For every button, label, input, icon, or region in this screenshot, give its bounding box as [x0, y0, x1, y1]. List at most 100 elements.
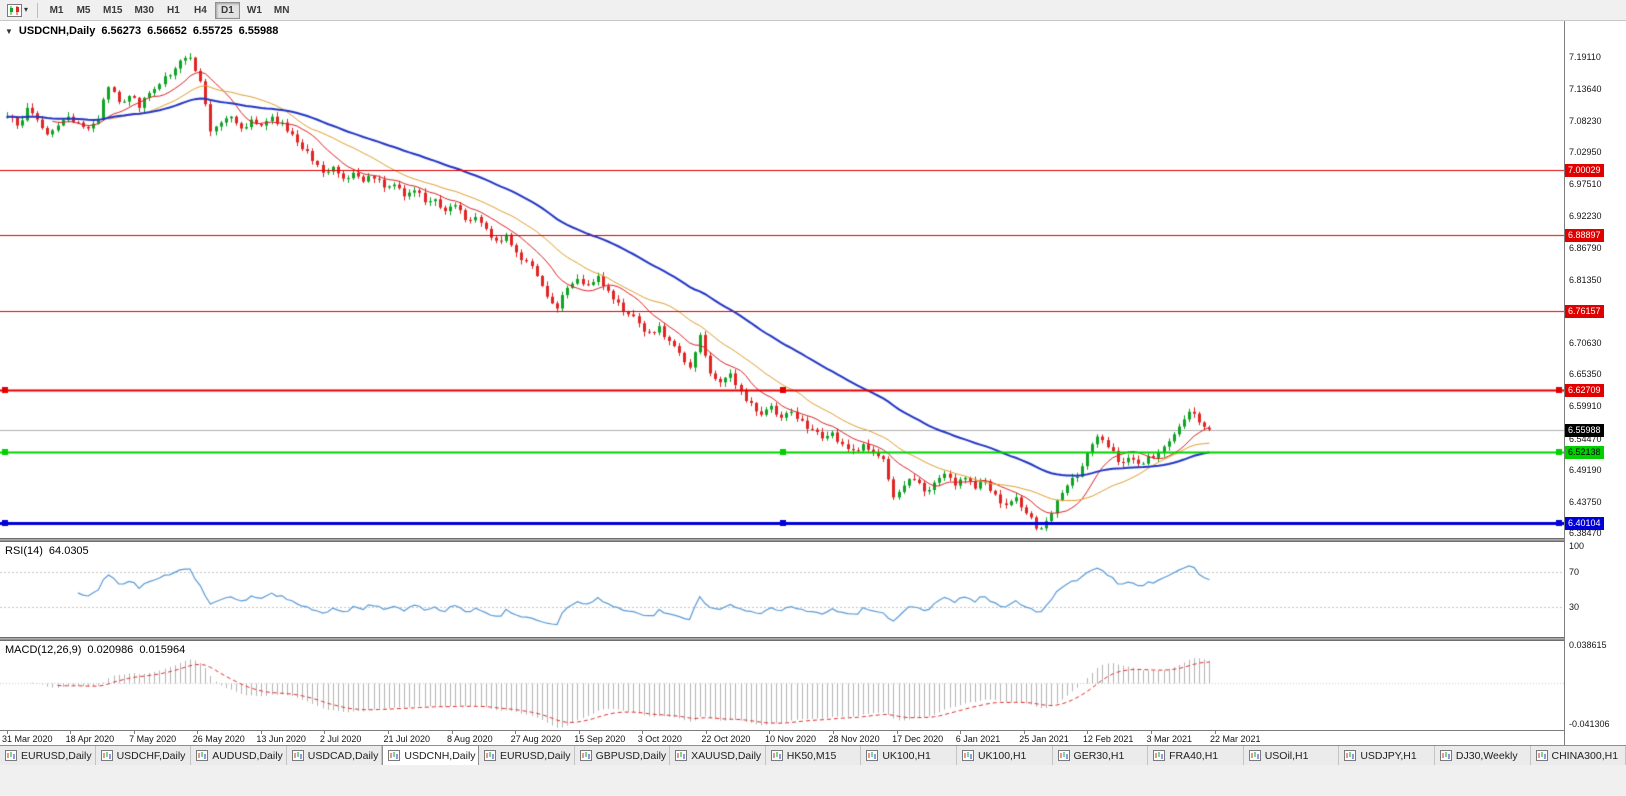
time-axis[interactable]: 31 Mar 2020 18 Apr 2020 7 May 2020 26 May 2… [0, 730, 1564, 745]
macd-tick: -0.041306 [1569, 719, 1610, 729]
rsi-tick: 100 [1569, 541, 1585, 551]
timeframe-button-m1[interactable]: M1 [44, 2, 69, 19]
chart-icon [1153, 750, 1166, 761]
tab-eurusd-daily[interactable]: EURUSD,Daily [0, 746, 96, 765]
macd-indicator-canvas[interactable] [0, 641, 1564, 730]
price-level-label: 6.62709 [1565, 383, 1604, 397]
time-tick [1023, 731, 1025, 734]
tab-china300-h1[interactable]: CHINA300,H1 [1530, 746, 1626, 765]
tab-label: FRA40,H1 [1169, 749, 1219, 762]
time-tick [197, 731, 199, 734]
price-tick: 7.08230 [1569, 116, 1602, 127]
timeframe-button-mn[interactable]: MN [269, 2, 295, 19]
timeframe-button-h4[interactable]: H4 [188, 2, 213, 19]
panel-separator-macd[interactable] [0, 637, 1626, 641]
bottom-strip [0, 765, 1626, 796]
time-label: 15 Sep 2020 [574, 734, 626, 744]
time-tick [833, 731, 835, 734]
timeframe-button-m5[interactable]: M5 [71, 2, 96, 19]
timeframe-button-h1[interactable]: H1 [161, 2, 186, 19]
time-label: 12 Feb 2021 [1082, 734, 1134, 744]
tab-usdcnh-daily[interactable]: USDCNH,Daily [382, 746, 479, 765]
tab-uk100-h1[interactable]: UK100,H1 [861, 746, 957, 765]
toolbar: ▾ M1 M5 M15 M30 H1 H4 D1 W1 MN [0, 0, 1626, 21]
tab-label: DJ30,Weekly [1455, 749, 1518, 762]
time-tick [769, 731, 771, 734]
tab-usdjpy-h1[interactable]: USDJPY,H1 [1339, 746, 1435, 765]
chart-icon [196, 750, 209, 761]
price-tick: 6.49190 [1569, 464, 1602, 475]
tab-fra40-h1[interactable]: FRA40,H1 [1148, 746, 1244, 765]
tab-ger30-h1[interactable]: GER30,H1 [1052, 746, 1149, 765]
price-axis[interactable]: 7.19110 7.13640 7.08230 7.02950 6.97510 6.922… [1564, 21, 1626, 745]
time-label: 13 Jun 2020 [256, 734, 306, 744]
chart-icon [5, 750, 17, 761]
tab-usoil-h1[interactable]: USOil,H1 [1243, 746, 1340, 765]
chart-workspace: ▼ USDCNH,Daily 6.56273 6.56652 6.55725 6… [0, 21, 1626, 745]
tab-xauusd-daily[interactable]: XAUUSD,Daily [670, 746, 766, 765]
price-level-label: 6.52138 [1565, 446, 1604, 460]
timeframe-button-m15[interactable]: M15 [98, 2, 127, 19]
chart-icon [291, 750, 304, 761]
time-label: 31 Mar 2020 [2, 734, 53, 744]
time-label: 25 Jan 2021 [1019, 734, 1069, 744]
chart-icon [579, 750, 592, 761]
tab-label: XAUUSD,Daily [691, 749, 762, 762]
time-label: 6 Jan 2021 [955, 734, 1001, 744]
macd-tick: 0.038615 [1569, 640, 1607, 650]
time-tick [1150, 731, 1152, 734]
time-label: 3 Oct 2020 [637, 734, 682, 744]
timeframe-buttons: M1 M5 M15 M30 H1 H4 D1 W1 MN [43, 1, 295, 19]
time-tick [1087, 731, 1089, 734]
price-tick: 6.92230 [1569, 210, 1602, 221]
time-tick [578, 731, 580, 734]
tab-dj30-weekly[interactable]: DJ30,Weekly [1434, 746, 1531, 765]
time-label: 17 Dec 2020 [892, 734, 944, 744]
tab-label: USDCAD,Daily [307, 749, 379, 762]
chart-icon [1248, 750, 1261, 761]
tab-bar: EURUSD,Daily USDCHF,Daily AUDUSD,Daily USDC… [0, 745, 1626, 765]
price-chart-canvas[interactable] [0, 21, 1564, 538]
tab-audusd-daily[interactable]: AUDUSD,Daily [191, 746, 287, 765]
chart-icon [1057, 750, 1070, 761]
tab-eurusd-daily[interactable]: EURUSD,Daily [478, 746, 575, 765]
chart-icon [866, 750, 879, 761]
tab-label: USOil,H1 [1264, 749, 1309, 762]
dropdown-arrow-icon: ▾ [24, 5, 29, 14]
tab-label: EURUSD,Daily [21, 749, 92, 762]
time-label: 7 May 2020 [129, 734, 177, 744]
price-tick: 7.02950 [1569, 147, 1602, 158]
time-tick [70, 731, 72, 734]
panel-separator-rsi[interactable] [0, 538, 1626, 542]
tab-usdcad-daily[interactable]: USDCAD,Daily [286, 746, 383, 765]
time-label: 22 Mar 2021 [1210, 734, 1261, 744]
chart-icon [483, 750, 496, 761]
price-tick: 6.86790 [1569, 242, 1602, 253]
time-label: 18 Apr 2020 [65, 734, 115, 744]
candlestick-chart-icon [7, 3, 22, 17]
timeframe-button-d1[interactable]: D1 [214, 1, 240, 19]
tab-label: GBPUSD,Daily [595, 749, 667, 762]
rsi-tick: 70 [1569, 567, 1580, 578]
rsi-tick: 30 [1569, 601, 1580, 612]
tab-label: GER30,H1 [1073, 749, 1125, 762]
timeframe-button-m30[interactable]: M30 [129, 2, 158, 19]
tab-usdchf-daily[interactable]: USDCHF,Daily [95, 746, 192, 765]
chart-icon [675, 750, 688, 761]
timeframe-button-w1[interactable]: W1 [242, 2, 267, 19]
price-tick: 6.97510 [1569, 179, 1602, 190]
chart-type-selector[interactable]: ▾ [3, 1, 32, 19]
chart-icon [1535, 750, 1548, 761]
price-tick: 6.43750 [1569, 496, 1602, 507]
tab-gbpusd-daily[interactable]: GBPUSD,Daily [574, 746, 671, 765]
tab-label: USDCNH,Daily [404, 749, 476, 762]
rsi-indicator-canvas[interactable] [0, 542, 1564, 637]
time-tick [324, 731, 326, 734]
tab-label: UK100,H1 [882, 749, 931, 762]
price-tick: 6.38470 [1569, 527, 1602, 538]
chart-icon [100, 750, 113, 761]
tab-uk100-h1[interactable]: UK100,H1 [956, 746, 1053, 765]
tab-label: HK50,M15 [786, 749, 837, 762]
tab-hk50-m15[interactable]: HK50,M15 [765, 746, 862, 765]
price-level-label: 6.55988 [1565, 423, 1604, 437]
